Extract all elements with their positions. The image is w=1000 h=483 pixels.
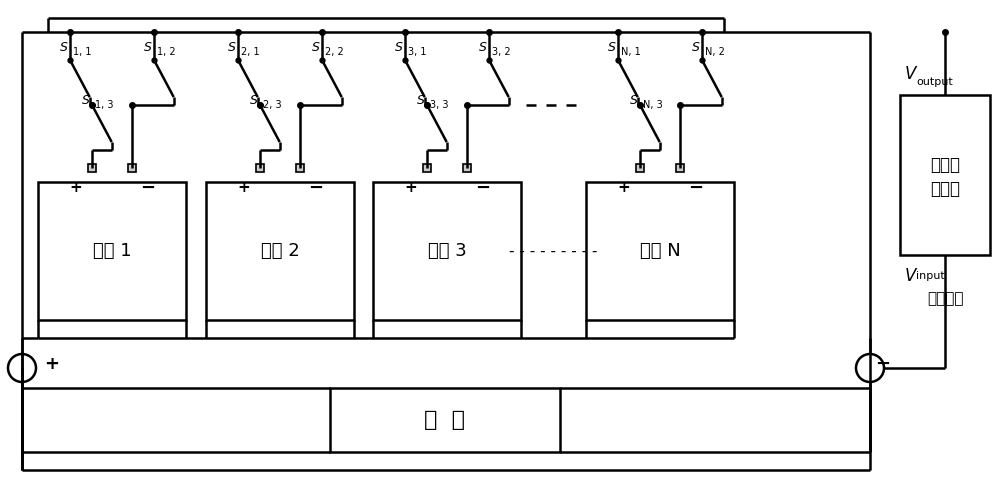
Text: N, 2: N, 2 (705, 47, 725, 57)
Text: S: S (312, 41, 320, 54)
Bar (636, 164, 644, 172)
Text: S: S (395, 41, 403, 54)
Text: V: V (905, 65, 916, 83)
Text: +: + (405, 181, 417, 196)
Bar (463, 164, 471, 172)
Text: N, 3: N, 3 (643, 100, 663, 110)
Text: 2, 1: 2, 1 (241, 47, 260, 57)
Bar (128, 164, 136, 172)
Text: 2, 2: 2, 2 (325, 47, 344, 57)
Text: 充电输入: 充电输入 (927, 291, 963, 306)
Text: +: + (70, 181, 82, 196)
Bar (88, 164, 96, 172)
Text: input: input (916, 271, 945, 281)
Text: −: − (875, 355, 890, 373)
Text: 2, 3: 2, 3 (263, 100, 282, 110)
Text: S: S (250, 94, 258, 107)
Bar (256, 164, 264, 172)
Text: 负  载: 负 载 (424, 410, 466, 430)
Bar (423, 164, 431, 172)
Bar (373, 182, 521, 320)
Text: S: S (608, 41, 616, 54)
Text: 压电路: 压电路 (930, 180, 960, 198)
Text: S: S (60, 41, 68, 54)
Text: S: S (417, 94, 425, 107)
Text: +: + (618, 181, 630, 196)
Text: S: S (82, 94, 90, 107)
Text: S: S (692, 41, 700, 54)
Bar (676, 164, 684, 172)
Text: +: + (44, 355, 59, 373)
Text: 1, 2: 1, 2 (157, 47, 176, 57)
Text: S: S (144, 41, 152, 54)
Text: S: S (630, 94, 638, 107)
Text: 1, 1: 1, 1 (73, 47, 92, 57)
Text: - - - - - - - - -: - - - - - - - - - (509, 243, 597, 258)
Bar (586, 182, 734, 320)
Text: 3, 3: 3, 3 (430, 100, 448, 110)
Text: 电池 1: 电池 1 (93, 242, 131, 260)
Text: +: + (238, 181, 250, 196)
Text: S: S (479, 41, 487, 54)
Text: N, 1: N, 1 (621, 47, 641, 57)
Text: V: V (905, 267, 916, 285)
Bar (38, 182, 186, 320)
Text: 1, 3: 1, 3 (95, 100, 114, 110)
Text: −: − (140, 179, 156, 197)
Text: 3, 1: 3, 1 (408, 47, 426, 57)
Bar (330, 388, 560, 452)
Bar (206, 182, 354, 320)
Text: 电池 2: 电池 2 (261, 242, 299, 260)
Text: 3, 2: 3, 2 (492, 47, 511, 57)
Text: 电池 3: 电池 3 (428, 242, 466, 260)
Text: −: − (688, 179, 704, 197)
Text: 电池 N: 电池 N (640, 242, 680, 260)
Text: −: − (475, 179, 491, 197)
Text: S: S (228, 41, 236, 54)
Text: −: − (308, 179, 324, 197)
Bar (900, 95, 990, 255)
Bar (296, 164, 304, 172)
Text: 降压稳: 降压稳 (930, 156, 960, 174)
Text: output: output (916, 77, 953, 87)
